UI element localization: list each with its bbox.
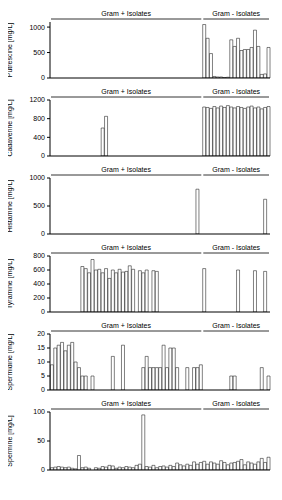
svg-text:600: 600 bbox=[33, 266, 45, 273]
svg-text:400: 400 bbox=[33, 134, 45, 141]
svg-text:Gram + Isolates: Gram + Isolates bbox=[101, 400, 151, 407]
svg-text:100: 100 bbox=[33, 408, 45, 415]
svg-text:200: 200 bbox=[33, 294, 45, 301]
svg-text:Gram - Isolates: Gram - Isolates bbox=[212, 166, 260, 173]
svg-text:Gram + Isolates: Gram + Isolates bbox=[101, 322, 151, 329]
svg-text:Histamine [mg/L]: Histamine [mg/L] bbox=[8, 180, 14, 233]
svg-text:Spermidine [mg/L]: Spermidine [mg/L] bbox=[8, 334, 14, 391]
svg-text:Gram + Isolates: Gram + Isolates bbox=[101, 244, 151, 251]
svg-text:Spermine [mg/L]: Spermine [mg/L] bbox=[8, 415, 14, 466]
svg-text:20: 20 bbox=[37, 330, 45, 337]
svg-text:Gram - Isolates: Gram - Isolates bbox=[212, 244, 260, 251]
svg-text:Tyramine [mg/L]: Tyramine [mg/L] bbox=[8, 259, 14, 309]
svg-text:400: 400 bbox=[33, 280, 45, 287]
svg-text:500: 500 bbox=[33, 49, 45, 56]
svg-text:Gram - Isolates: Gram - Isolates bbox=[212, 88, 260, 95]
svg-text:Gram + Isolates: Gram + Isolates bbox=[101, 10, 151, 17]
svg-text:5: 5 bbox=[41, 372, 45, 379]
svg-text:50: 50 bbox=[37, 437, 45, 444]
svg-text:0: 0 bbox=[41, 230, 45, 237]
svg-text:Gram - Isolates: Gram - Isolates bbox=[212, 322, 260, 329]
svg-text:Gram + Isolates: Gram + Isolates bbox=[101, 88, 151, 95]
svg-text:0: 0 bbox=[41, 308, 45, 315]
svg-text:0: 0 bbox=[41, 152, 45, 159]
svg-text:15: 15 bbox=[37, 344, 45, 351]
svg-text:800: 800 bbox=[33, 115, 45, 122]
svg-text:1200: 1200 bbox=[29, 96, 45, 103]
svg-text:10: 10 bbox=[37, 358, 45, 365]
svg-text:800: 800 bbox=[33, 252, 45, 259]
svg-text:Gram - Isolates: Gram - Isolates bbox=[212, 400, 260, 407]
svg-text:Gram - Isolates: Gram - Isolates bbox=[212, 10, 260, 17]
svg-text:0: 0 bbox=[41, 386, 45, 393]
svg-text:1000: 1000 bbox=[29, 24, 45, 31]
svg-text:Cadaverine [mg/L]: Cadaverine [mg/L] bbox=[8, 99, 14, 156]
svg-text:Gram + Isolates: Gram + Isolates bbox=[101, 166, 151, 173]
svg-text:0: 0 bbox=[41, 466, 45, 473]
svg-text:1000: 1000 bbox=[29, 174, 45, 181]
svg-text:0: 0 bbox=[41, 74, 45, 81]
svg-text:500: 500 bbox=[33, 202, 45, 209]
svg-text:Putrescine [mg/L]: Putrescine [mg/L] bbox=[8, 23, 14, 78]
